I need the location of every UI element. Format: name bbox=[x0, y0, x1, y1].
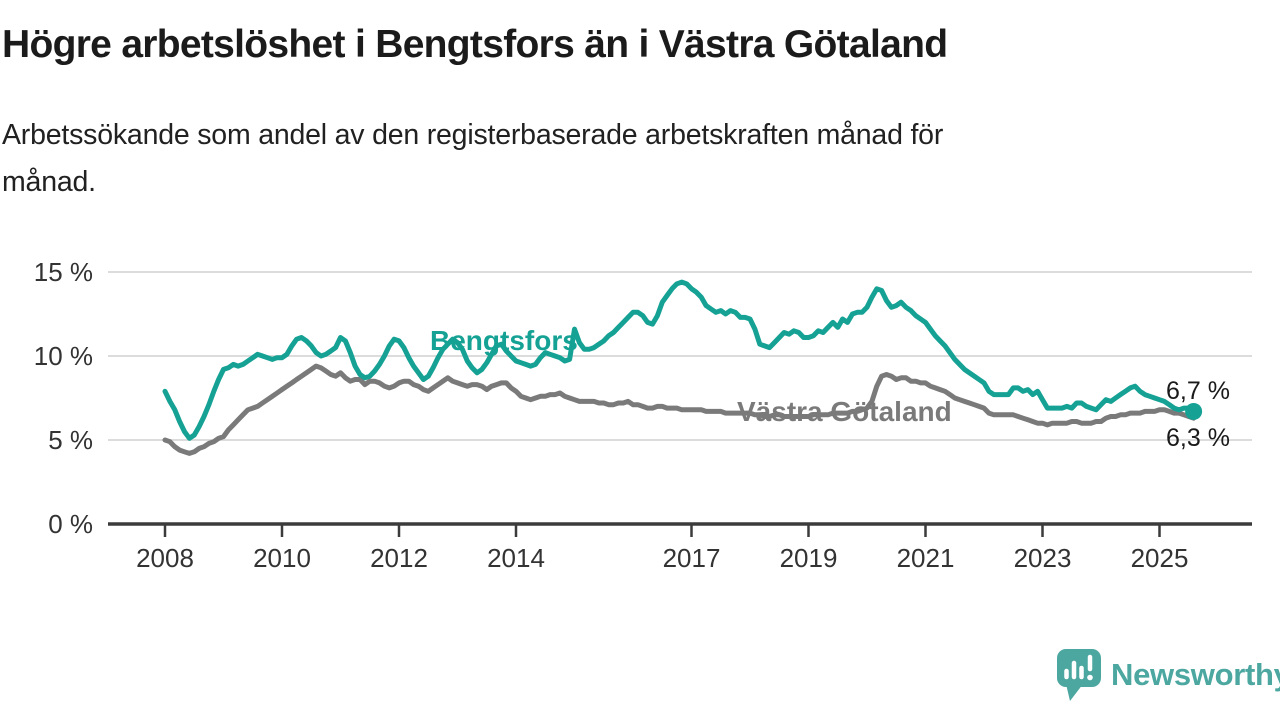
bengtsfors-end-value-label: 6,7 % bbox=[1166, 377, 1230, 405]
brand-name: Newsworthy bbox=[1111, 657, 1280, 692]
x-tick-label: 2017 bbox=[663, 543, 721, 573]
x-tick-label: 2025 bbox=[1131, 543, 1189, 573]
y-tick-label: 10 % bbox=[34, 341, 93, 371]
subtitle-line-1: Arbetssökande som andel av den registerb… bbox=[2, 119, 944, 151]
x-tick-label: 2019 bbox=[780, 543, 838, 573]
v-stra-g-taland-series-label: Västra Götaland bbox=[737, 396, 952, 427]
bengtsfors-end-dot bbox=[1185, 402, 1203, 420]
x-tick-label: 2023 bbox=[1014, 543, 1072, 573]
chart-subtitle: Arbetssökande som andel av den registerb… bbox=[2, 112, 1202, 206]
v-stra-g-taland-end-value-label: 6,3 % bbox=[1166, 424, 1230, 452]
v-stra-g-taland-line bbox=[162, 363, 1197, 456]
x-tick-label: 2012 bbox=[370, 543, 428, 573]
page-title: Högre arbetslöshet i Bengtsfors än i Väs… bbox=[2, 23, 948, 66]
x-tick-label: 2008 bbox=[136, 543, 194, 573]
x-tick-label: 2014 bbox=[487, 543, 545, 573]
y-tick-label: 0 % bbox=[48, 509, 93, 539]
newsworthy-branding: Newsworthy bbox=[1056, 648, 1280, 702]
subtitle-line-2: månad. bbox=[2, 166, 96, 198]
y-tick-label: 5 % bbox=[48, 425, 93, 455]
y-tick-label: 15 % bbox=[34, 257, 93, 287]
x-tick-label: 2021 bbox=[897, 543, 955, 573]
bengtsfors-series-label: Bengtsfors bbox=[430, 325, 578, 356]
x-tick-label: 2010 bbox=[253, 543, 311, 573]
bengtsfors-line bbox=[162, 279, 1197, 441]
newsworthy-logo-icon bbox=[1057, 649, 1101, 701]
